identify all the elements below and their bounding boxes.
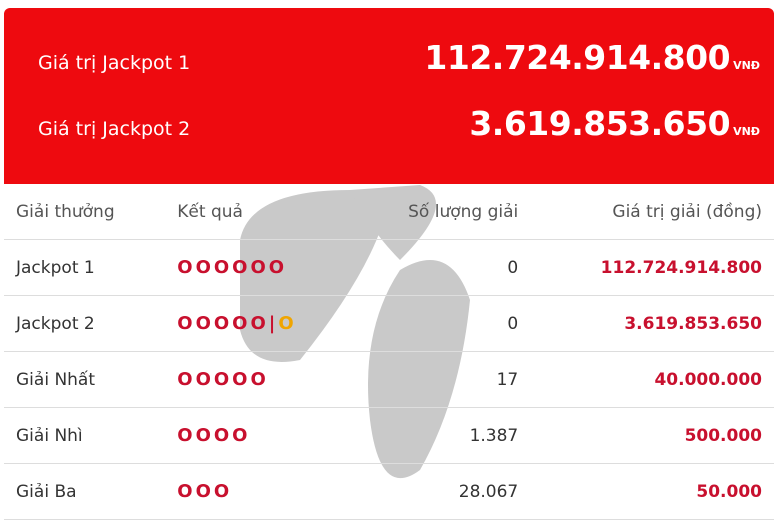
main-balls: OOOOO bbox=[177, 313, 269, 334]
prize-value: 3.619.853.650 bbox=[530, 295, 774, 352]
header-prize: Giải thưởng bbox=[4, 184, 166, 240]
jackpot1-value: 112.724.914.800 bbox=[424, 38, 731, 77]
winner-count: 1.387 bbox=[353, 407, 531, 464]
winner-count: 0 bbox=[353, 295, 531, 352]
prize-name: Giải Nhất bbox=[4, 351, 166, 408]
table-row: Jackpot 2 OOOOO|O 0 3.619.853.650 bbox=[4, 295, 774, 352]
jackpot2-label: Giá trị Jackpot 2 bbox=[38, 118, 191, 140]
table-row: Jackpot 1 OOOOOO 0 112.724.914.800 bbox=[4, 239, 774, 296]
prize-name: Jackpot 2 bbox=[4, 295, 166, 352]
prize-table: Giải thưởng Kết quả Số lượng giải Giá tr… bbox=[4, 184, 774, 520]
winner-count: 0 bbox=[353, 239, 531, 296]
prize-value: 500.000 bbox=[530, 407, 774, 464]
header-count: Số lượng giải bbox=[353, 184, 531, 240]
prize-value: 50.000 bbox=[530, 463, 774, 520]
currency: VNĐ bbox=[733, 59, 760, 72]
result-balls: OOOOOO bbox=[165, 239, 354, 296]
bonus-ball: O bbox=[278, 313, 297, 334]
jackpot2-value: 3.619.853.650 bbox=[469, 104, 731, 143]
jackpot2-row: Giá trị Jackpot 2 3.619.853.650 VNĐ bbox=[38, 104, 760, 143]
table-header: Giải thưởng Kết quả Số lượng giải Giá tr… bbox=[4, 184, 774, 240]
header-result: Kết quả bbox=[165, 184, 354, 240]
prize-name: Jackpot 1 bbox=[4, 239, 166, 296]
jackpot1-row: Giá trị Jackpot 1 112.724.914.800 VNĐ bbox=[38, 38, 760, 77]
result-balls: OOO bbox=[165, 463, 354, 520]
prize-name: Giải Nhì bbox=[4, 407, 166, 464]
header-value: Giá trị giải (đồng) bbox=[530, 184, 774, 240]
prize-value: 40.000.000 bbox=[530, 351, 774, 408]
separator: | bbox=[268, 313, 279, 334]
jackpot1-label: Giá trị Jackpot 1 bbox=[38, 52, 191, 74]
result-balls: OOOOO|O bbox=[165, 295, 354, 352]
winner-count: 28.067 bbox=[353, 463, 531, 520]
prize-name: Giải Ba bbox=[4, 463, 166, 520]
result-balls: OOOOO bbox=[165, 351, 354, 408]
prize-value: 112.724.914.800 bbox=[530, 239, 774, 296]
table-row: Giải Ba OOO 28.067 50.000 bbox=[4, 463, 774, 520]
table-row: Giải Nhì OOOO 1.387 500.000 bbox=[4, 407, 774, 464]
jackpot-banner: Giá trị Jackpot 1 112.724.914.800 VNĐ Giá… bbox=[4, 8, 774, 184]
currency: VNĐ bbox=[733, 125, 760, 138]
table-row: Giải Nhất OOOOO 17 40.000.000 bbox=[4, 351, 774, 408]
result-balls: OOOO bbox=[165, 407, 354, 464]
winner-count: 17 bbox=[353, 351, 531, 408]
